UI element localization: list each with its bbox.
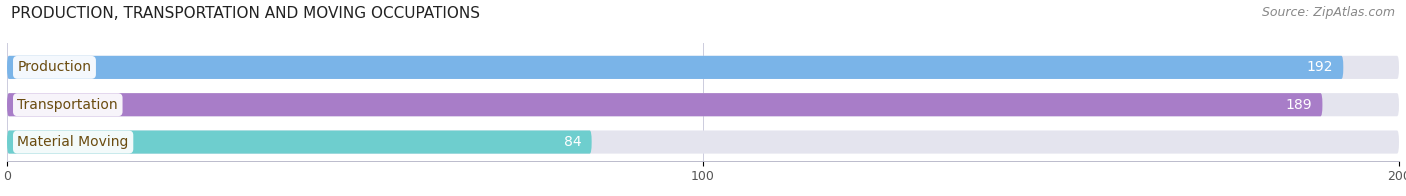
Text: 192: 192 [1306, 60, 1333, 74]
FancyBboxPatch shape [7, 56, 1399, 79]
FancyBboxPatch shape [7, 93, 1323, 116]
FancyBboxPatch shape [7, 93, 1399, 116]
Text: PRODUCTION, TRANSPORTATION AND MOVING OCCUPATIONS: PRODUCTION, TRANSPORTATION AND MOVING OC… [11, 6, 481, 21]
Text: Production: Production [17, 60, 91, 74]
FancyBboxPatch shape [7, 131, 1399, 154]
Text: 189: 189 [1285, 98, 1312, 112]
FancyBboxPatch shape [7, 56, 1343, 79]
Text: 84: 84 [564, 135, 581, 149]
Text: Source: ZipAtlas.com: Source: ZipAtlas.com [1261, 6, 1395, 19]
Text: Transportation: Transportation [17, 98, 118, 112]
Text: Material Moving: Material Moving [17, 135, 129, 149]
FancyBboxPatch shape [7, 131, 592, 154]
